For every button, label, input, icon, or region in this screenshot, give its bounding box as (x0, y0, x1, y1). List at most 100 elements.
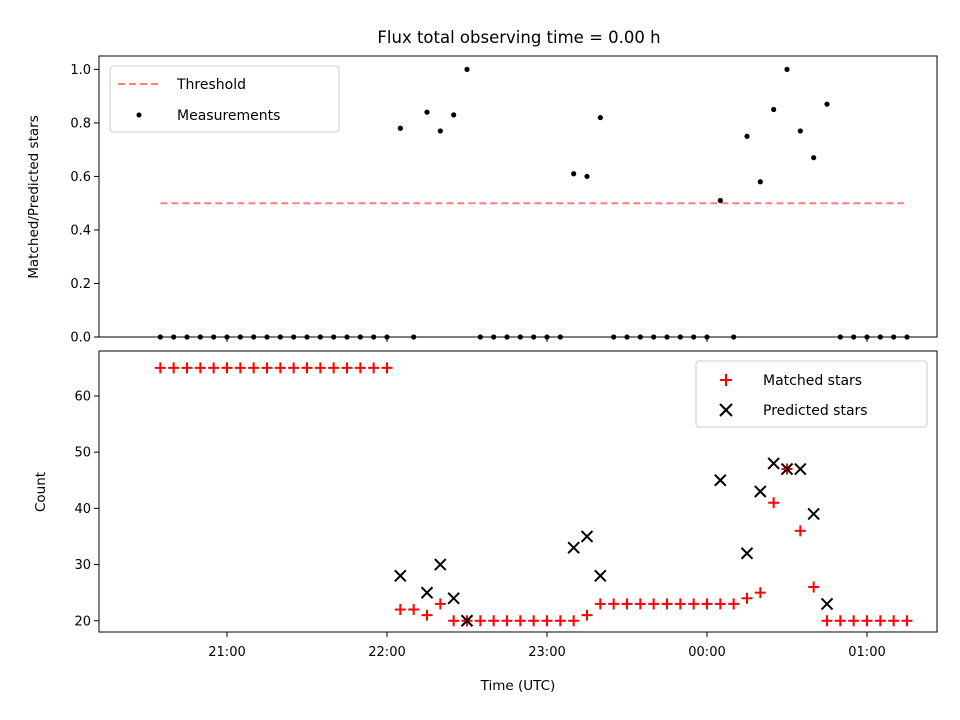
top-y-tick-label: 0.6 (70, 170, 91, 185)
matched-star-point (581, 609, 593, 621)
x-tick-label: 23:00 (528, 645, 565, 660)
measurement-point (611, 334, 617, 340)
predicted-star-point (434, 558, 447, 571)
measurement-point (584, 173, 590, 180)
measurement-point (237, 334, 243, 340)
predicted-star-point (594, 569, 607, 583)
measurement-point (251, 334, 257, 340)
measurement-point (477, 334, 483, 340)
measurement-point (397, 125, 403, 131)
measurement-point (291, 334, 297, 340)
bottom-axes-frame (98, 350, 938, 633)
measurement-point (424, 109, 430, 115)
measurement-point (371, 334, 377, 340)
top-legend: Threshold Measurements (109, 65, 340, 133)
legend-predicted-label: Predicted stars (763, 403, 868, 419)
matched-star-point (808, 581, 820, 593)
measurement-point (744, 133, 750, 139)
bottom-y-tick-label: 60 (74, 389, 91, 404)
measurement-point (464, 66, 470, 72)
measurement-point (717, 197, 723, 204)
bottom-y-axis-label: Count (33, 472, 49, 512)
measurement-point (544, 334, 550, 340)
measurement-point (624, 334, 630, 340)
predicted-star-point (807, 507, 820, 521)
matched-star-point (288, 362, 300, 374)
bottom-y-tick-label: 20 (74, 614, 91, 629)
matched-star-point (608, 598, 620, 610)
measurement-point (344, 334, 350, 340)
matched-star-point (768, 497, 780, 509)
matched-star-point (194, 362, 206, 374)
matched-star-point (848, 615, 860, 627)
measurement-point (757, 179, 763, 185)
legend-matched-swatch (720, 374, 732, 386)
matched-star-point (234, 362, 246, 374)
matched-star-point (674, 598, 686, 610)
matched-star-point (354, 362, 366, 374)
measurement-point (731, 334, 737, 340)
predicted-star-point (420, 586, 434, 599)
measurement-point (437, 128, 443, 134)
measurement-point (651, 334, 657, 340)
measurement-point (597, 114, 603, 121)
legend-predicted-swatch (719, 403, 733, 417)
matched-star-point (754, 587, 766, 599)
measurement-point (211, 334, 217, 340)
measurement-point (157, 334, 163, 340)
measurement-point (851, 334, 857, 340)
bottom-y-ticks: 20 30 40 50 60 (74, 389, 99, 629)
measurement-point (877, 334, 883, 340)
legend-measurements-swatch (136, 112, 142, 118)
measurement-point (504, 334, 510, 340)
bottom-y-tick-label: 40 (74, 502, 91, 517)
matched-star-point (741, 592, 753, 604)
measurement-point (664, 334, 670, 340)
matched-star-point (394, 604, 406, 616)
measurement-point (357, 334, 363, 340)
matched-star-point (328, 362, 340, 374)
measurement-point (517, 334, 523, 340)
top-panel: 0.0 0.2 0.4 0.6 0.8 1.0 Matched/Predicted sta… (26, 55, 938, 346)
matched-star-point (368, 362, 380, 374)
matched-star-point (568, 615, 580, 627)
measurement-point (304, 334, 310, 340)
matched-star-point (661, 598, 673, 610)
matched-star-point (861, 615, 873, 627)
measurement-point (184, 334, 190, 340)
measurement-point (891, 334, 897, 340)
matched-star-point (634, 598, 646, 610)
x-axis-label: Time (UTC) (480, 678, 556, 694)
top-legend-box (109, 65, 340, 133)
bottom-x-ticks: 21:00 22:00 23:00 00:00 01:00 (208, 632, 886, 660)
matched-star-point (528, 615, 540, 627)
predicted-star-point (820, 597, 834, 611)
predicted-star-point (754, 485, 767, 498)
measurement-point (904, 334, 910, 340)
predicted-star-point (460, 614, 474, 627)
matched-star-point (221, 362, 233, 374)
matched-star-point (501, 615, 513, 627)
matched-star-point (554, 615, 566, 627)
measurement-point (224, 334, 230, 340)
predicted-star-point (394, 569, 407, 583)
measurement-point (637, 334, 643, 340)
measurement-point (691, 334, 697, 340)
predicted-star-point (447, 592, 460, 605)
measurement-point (864, 334, 870, 340)
measurement-point (811, 155, 817, 161)
matched-star-point (301, 362, 313, 374)
measurement-point (317, 334, 323, 340)
measurement-point (677, 334, 683, 340)
predicted-star-point (714, 474, 727, 487)
measurement-point (277, 334, 283, 340)
matched-star-point (821, 615, 833, 627)
matched-star-point (901, 615, 913, 627)
top-y-tick-label: 0.2 (70, 277, 91, 292)
measurement-point (411, 334, 417, 340)
measurement-point (171, 334, 177, 340)
matched-star-point (181, 362, 193, 374)
matched-star-point (794, 525, 806, 537)
measurement-points (157, 66, 910, 340)
